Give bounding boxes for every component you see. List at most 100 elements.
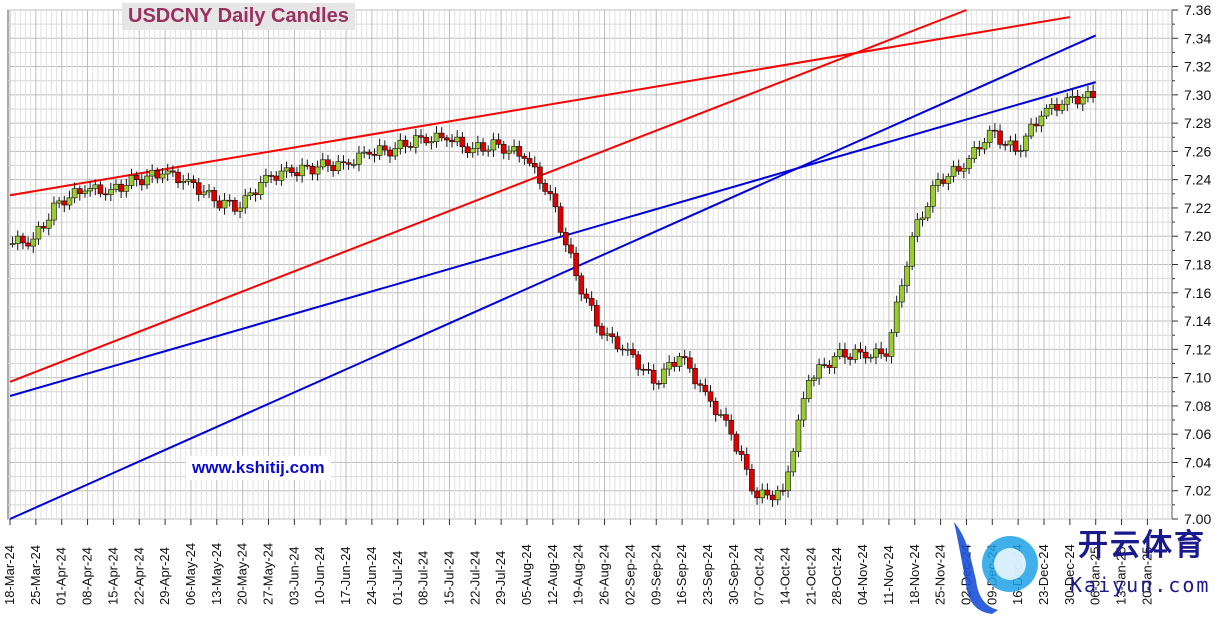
x-tick-label: 11-Nov-24 xyxy=(881,545,896,605)
y-tick-label: 7.04 xyxy=(1184,454,1211,470)
x-tick-label: 10-Jun-24 xyxy=(312,546,327,605)
candle-body xyxy=(149,169,155,177)
candle-body xyxy=(785,471,791,492)
candle-body xyxy=(899,285,905,303)
x-tick-label: 17-Jun-24 xyxy=(338,546,353,605)
candle-body xyxy=(661,368,667,384)
candle-body xyxy=(1054,104,1060,111)
x-tick-label: 26-Aug-24 xyxy=(597,544,612,605)
candle-body xyxy=(392,148,398,157)
candle-body xyxy=(118,183,124,192)
candle-body xyxy=(345,162,352,165)
candle-body xyxy=(537,166,543,184)
candle-body xyxy=(1012,140,1019,152)
candle-body xyxy=(516,146,523,157)
candle-body xyxy=(723,414,729,421)
candle-body xyxy=(733,433,740,452)
candle-body xyxy=(263,175,269,183)
candle-body xyxy=(309,165,316,175)
candle-body xyxy=(454,136,461,143)
candle-body xyxy=(485,149,492,152)
candle-body xyxy=(376,145,383,156)
candle-body xyxy=(475,142,481,149)
x-tick-label: 07-Oct-24 xyxy=(752,547,767,605)
candle-body xyxy=(583,293,590,299)
candle-body xyxy=(35,226,42,240)
candle-body xyxy=(712,400,719,416)
candle-body xyxy=(650,369,657,384)
x-tick-label: 25-Mar-24 xyxy=(28,545,43,605)
trend-line xyxy=(9,16,1071,197)
x-tick-label: 29-Jul-24 xyxy=(493,551,508,605)
candle-body xyxy=(831,356,838,368)
candle-body xyxy=(614,336,621,350)
x-tick-label: 06-Jan-25 xyxy=(1088,546,1103,605)
candle-body xyxy=(139,179,145,186)
candle-body xyxy=(113,183,119,190)
candle-body xyxy=(986,129,993,143)
candle-body xyxy=(14,235,21,244)
candle-body xyxy=(811,377,817,381)
candle-body xyxy=(283,167,290,172)
y-tick-label: 7.00 xyxy=(1184,511,1211,527)
candle-body xyxy=(314,166,321,175)
y-tick-label: 7.30 xyxy=(1184,87,1211,103)
candle-body xyxy=(774,490,781,501)
x-tick-label: 21-Oct-24 xyxy=(803,547,818,605)
candle-body xyxy=(930,185,936,207)
x-tick-label: 08-Apr-24 xyxy=(80,547,95,605)
candle-body xyxy=(976,147,983,150)
candle-body xyxy=(1048,104,1055,109)
candle-body xyxy=(464,146,471,154)
candle-body xyxy=(428,141,435,144)
candle-body xyxy=(795,419,802,452)
candle-body xyxy=(1059,103,1065,111)
trend-lines xyxy=(9,9,1097,520)
candle-body xyxy=(351,163,357,166)
candle-body xyxy=(1038,115,1045,127)
x-tick-label: 23-Sep-24 xyxy=(700,544,715,605)
candle-body xyxy=(154,169,161,179)
candle-body xyxy=(413,135,419,148)
candle-body xyxy=(340,161,347,164)
x-tick-label: 13-May-24 xyxy=(209,543,224,605)
candle-body xyxy=(1074,95,1081,105)
candle-body xyxy=(102,193,109,196)
candle-body xyxy=(387,149,393,157)
candle-body xyxy=(635,354,641,370)
candle-body xyxy=(676,356,683,367)
candle-body xyxy=(444,137,450,141)
x-tick-label: 30-Sep-24 xyxy=(726,544,741,605)
candle-body xyxy=(800,398,807,421)
x-tick-label: 30-Dec-24 xyxy=(1062,544,1077,605)
y-tick-label: 7.06 xyxy=(1184,426,1211,442)
candle-body xyxy=(609,333,616,337)
x-tick-label: 28-Oct-24 xyxy=(829,547,844,605)
candle-body xyxy=(25,242,31,247)
candle-body xyxy=(1002,144,1009,146)
candle-body xyxy=(294,172,300,177)
candle-body xyxy=(805,380,812,399)
candle-body xyxy=(552,193,559,208)
x-tick-label: 03-Jun-24 xyxy=(286,546,301,605)
x-tick-label: 15-Jul-24 xyxy=(441,551,456,605)
candle-body xyxy=(656,382,662,385)
candle-body xyxy=(164,170,171,175)
watermark-cn: 开云体育 xyxy=(1078,528,1206,563)
x-tick-label: 01-Apr-24 xyxy=(54,547,69,605)
candle-body xyxy=(718,414,724,416)
candle-body xyxy=(924,206,931,219)
candle-body xyxy=(216,200,223,209)
source-link[interactable]: www.kshitij.com xyxy=(186,456,331,480)
candle-body xyxy=(382,145,388,151)
y-tick-label: 7.02 xyxy=(1184,483,1211,499)
candle-body xyxy=(862,351,869,359)
candle-body xyxy=(361,151,367,154)
chart-title: USDCNY Daily Candles xyxy=(122,3,355,30)
candle-body xyxy=(842,349,848,358)
candle-body xyxy=(237,207,243,212)
candle-body xyxy=(449,139,455,143)
y-axis: 7.00 7.02 7.04 7.06 7.08 7.10 7.12 7.14 7.16 7.18… xyxy=(1172,2,1211,527)
y-tick-label: 7.22 xyxy=(1184,200,1211,216)
candle-body xyxy=(433,132,440,142)
